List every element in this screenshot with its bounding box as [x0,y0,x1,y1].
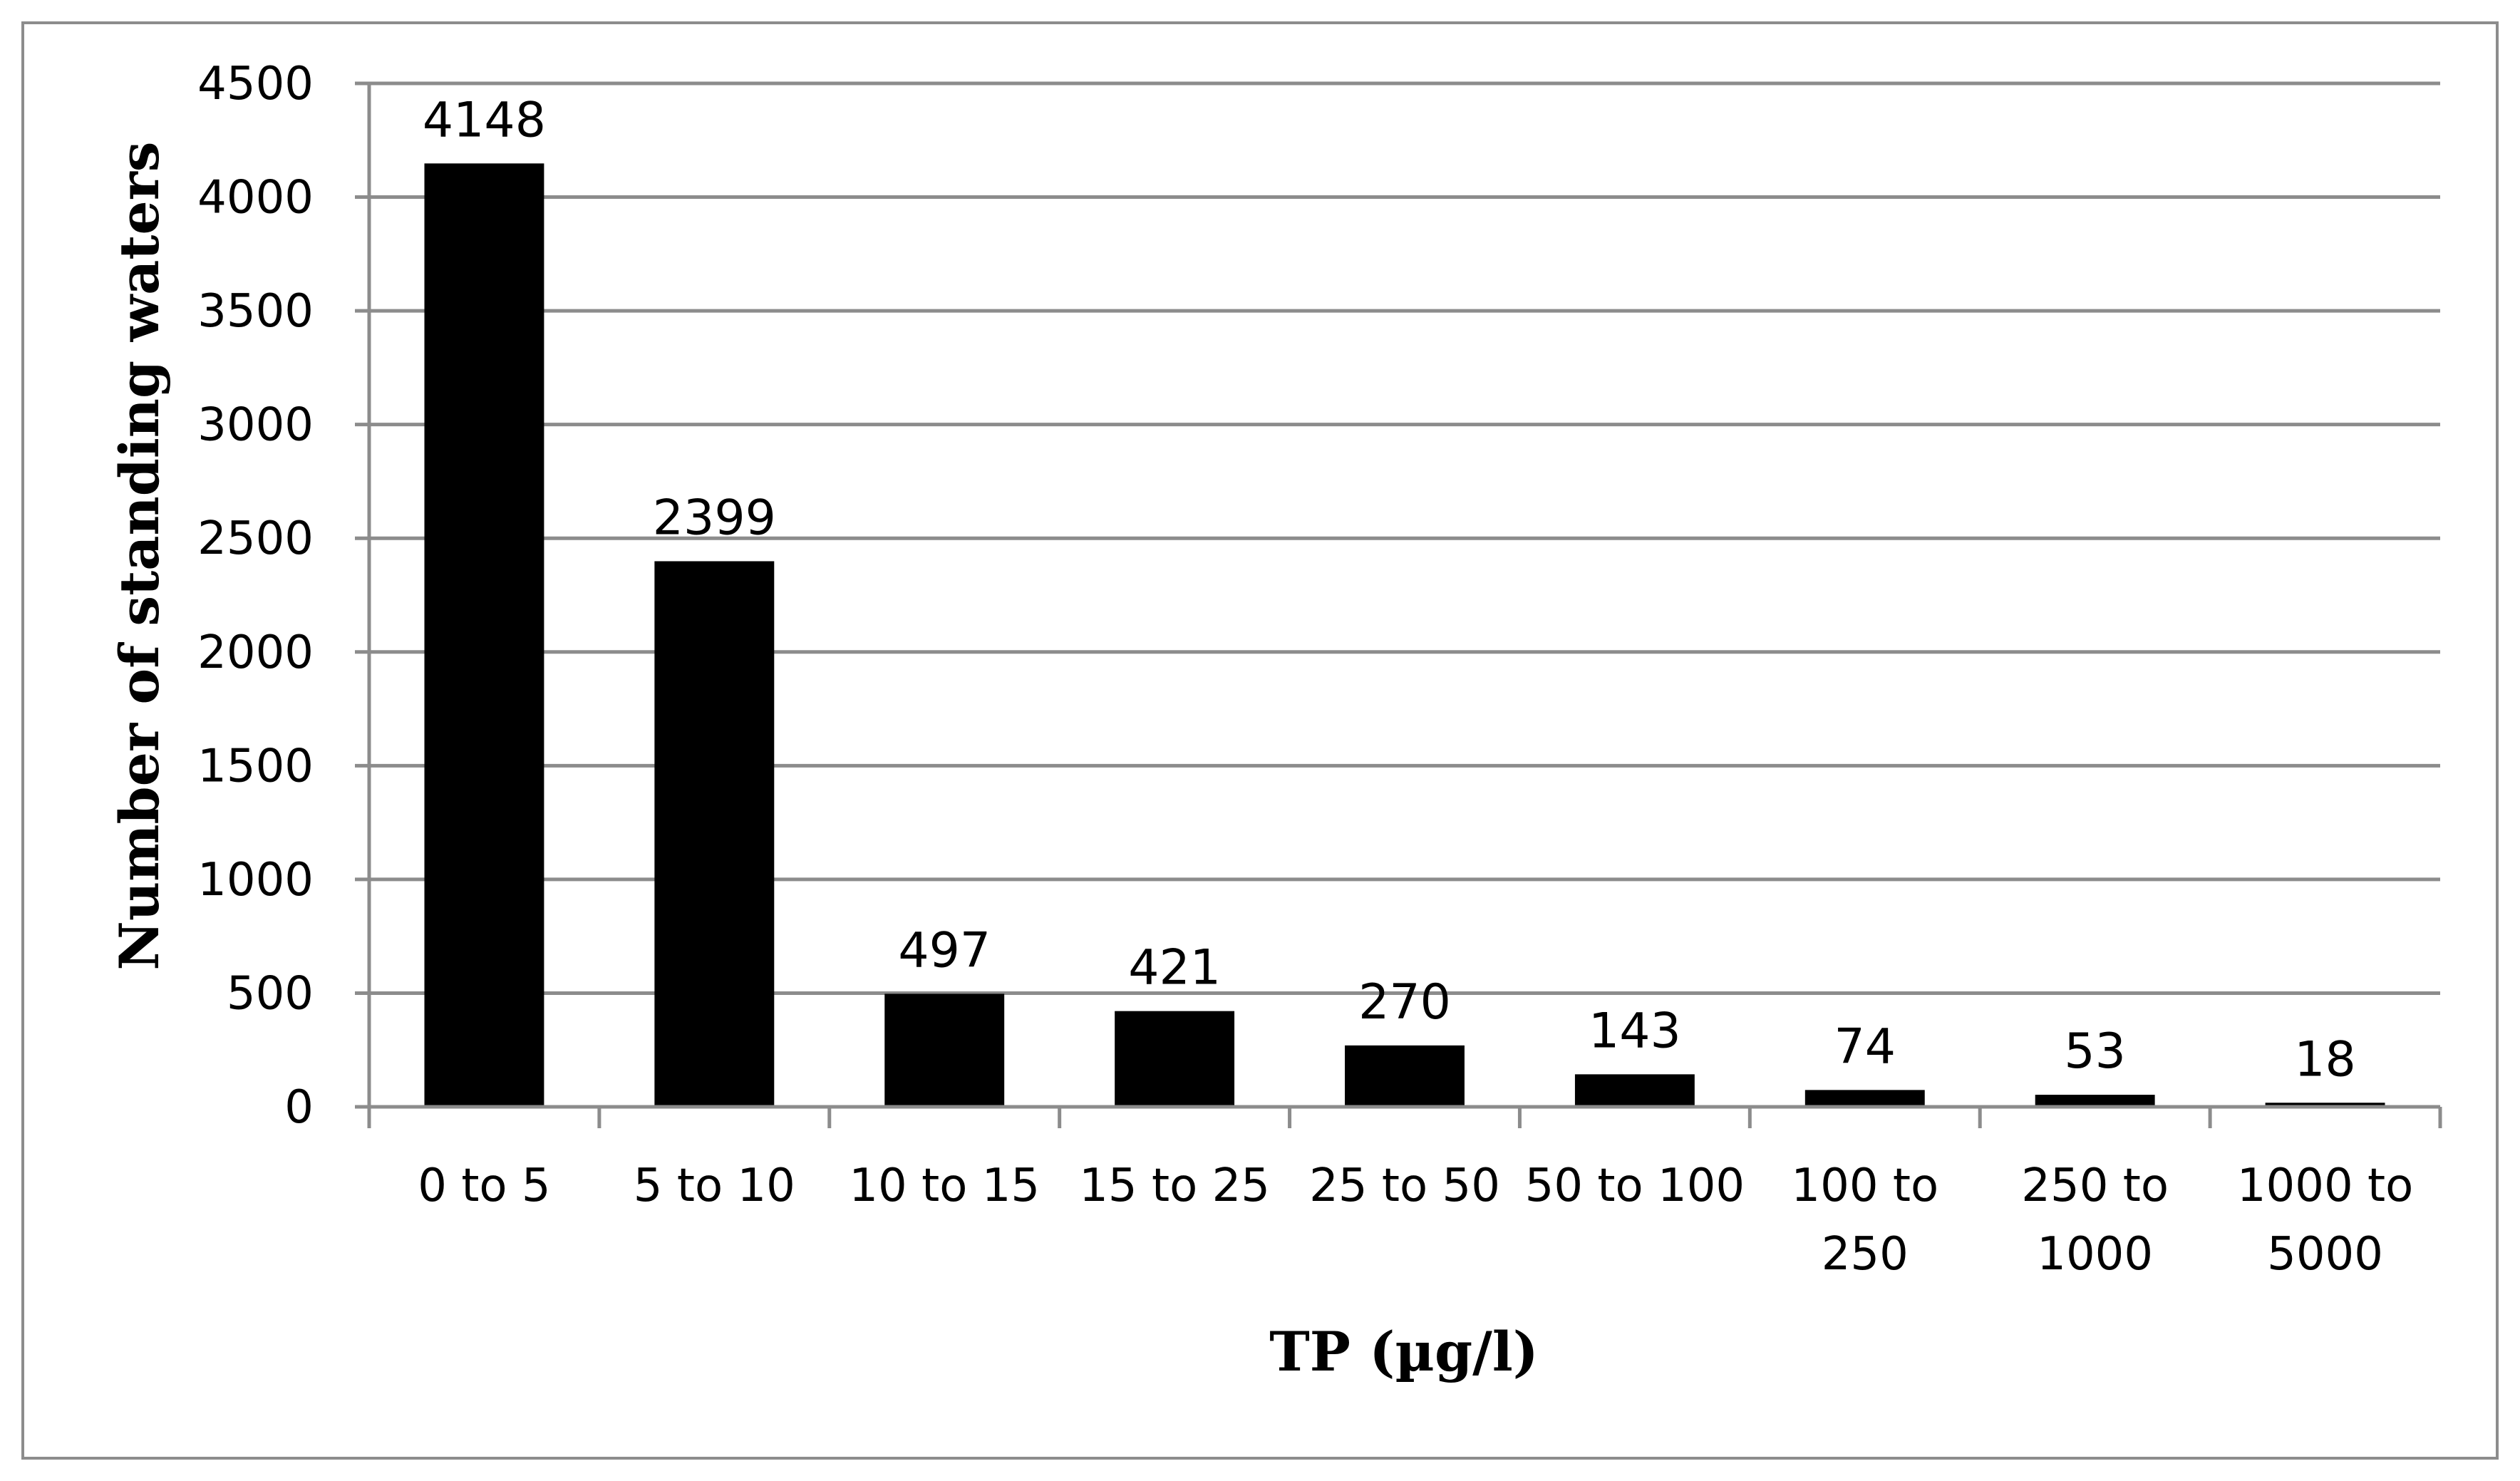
bar [1574,1074,1695,1107]
x-tick-label: 100 to [1791,1160,1938,1212]
bar [654,561,775,1107]
labels: 0 500 1000 1500 2000 2500 3000 3500 4000 4500 4148… [197,58,2413,1281]
y-tick-label: 4000 [197,172,314,225]
bar [884,994,1005,1107]
data-label: 74 [1834,1018,1896,1075]
y-tick-label: 500 [227,967,314,1020]
data-label: 421 [1128,940,1221,996]
x-tick-label: 50 to 100 [1525,1160,1745,1212]
x-tick-label: 250 to [2021,1160,2169,1212]
y-tick-label: 2000 [197,626,314,679]
y-tick-label: 1000 [197,854,314,907]
data-label: 2399 [653,490,776,546]
y-axis-title: Number of standing waters [108,141,171,970]
x-tick-label: 1000 to [2237,1160,2413,1212]
bars [424,163,2385,1107]
x-axis-title: TP (µg/l) [1269,1320,1538,1383]
data-label: 270 [1358,974,1451,1031]
y-tick-label: 2500 [197,512,314,565]
data-label: 53 [2064,1023,2126,1080]
bar [2265,1103,2385,1107]
bar [1804,1090,1925,1107]
data-label: 4148 [423,92,546,148]
y-tick-label: 0 [284,1081,314,1134]
x-tick-label: 1000 [2037,1228,2153,1281]
y-tick-label: 4500 [197,58,314,110]
x-tick-label: 10 to 15 [849,1160,1040,1212]
x-tick-label: 5 to 10 [634,1160,795,1212]
bar [2035,1095,2155,1107]
bar [1115,1011,1235,1107]
data-label: 18 [2294,1031,2356,1088]
x-tick-label: 5000 [2267,1228,2383,1281]
x-tick-label: 15 to 25 [1079,1160,1270,1212]
y-tick-label: 3000 [197,399,314,452]
x-tick-label: 0 to 5 [418,1160,550,1212]
x-tick-label: 25 to 50 [1309,1160,1500,1212]
data-label: 497 [898,922,991,979]
y-tick-label: 1500 [197,740,314,793]
x-tick-label: 250 [1822,1228,1909,1281]
axes [355,81,2442,1128]
y-tick-label: 3500 [197,285,314,338]
data-label: 143 [1589,1003,1681,1059]
bar [1345,1045,1465,1107]
bar [424,163,544,1107]
